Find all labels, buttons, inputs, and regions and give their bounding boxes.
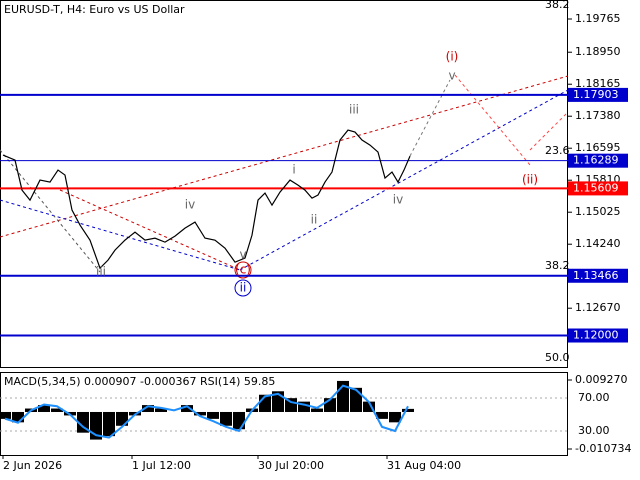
level-label-box [568, 181, 628, 196]
macd-bar [402, 408, 414, 412]
macd-bar [0, 411, 11, 419]
y-tick-label: 0.009270 [575, 373, 628, 386]
fib-label: 23.6 [545, 144, 570, 157]
macd-bar [77, 411, 89, 433]
wave-label: (c) [235, 263, 251, 277]
macd-bar [142, 405, 154, 412]
wave-label: ii [240, 281, 247, 295]
level-label: 1.17903 [573, 88, 619, 101]
x-tick-label: 2 Jun 2026 [3, 459, 62, 472]
macd-bar [389, 411, 401, 423]
trend-line [409, 79, 451, 157]
macd-bar [181, 405, 193, 412]
y-tick-label: 1.18165 [575, 77, 621, 90]
trend-line [59, 189, 241, 271]
y-tick-label: 1.14240 [575, 237, 621, 250]
wave-label: ii [311, 213, 318, 227]
macd-bar [51, 408, 63, 412]
main-frame [0, 0, 568, 368]
wave-label: v [448, 69, 455, 83]
macd-bar [350, 387, 362, 412]
level-label-box [568, 87, 628, 102]
fib-label: 50.0 [545, 351, 570, 364]
wave-circle [234, 261, 252, 279]
y-tick-label: -0.010734 [575, 442, 631, 455]
macd-bar [376, 411, 388, 419]
price-line [2, 129, 411, 270]
level-label: 1.13466 [573, 269, 619, 282]
macd-bar [103, 411, 115, 437]
x-tick-label: 1 Jul 12:00 [132, 459, 191, 472]
trend-line [454, 74, 531, 166]
x-tick-label: 31 Aug 04:00 [387, 459, 461, 472]
macd-bar [38, 405, 50, 412]
wave-label: (i) [446, 50, 459, 64]
wave-circle [234, 279, 252, 297]
level-label-box [568, 153, 628, 168]
trend-line [239, 89, 569, 271]
macd-bar [12, 411, 24, 423]
y-tick-label: 1.16595 [575, 141, 621, 154]
wave-label: iii [349, 103, 359, 117]
fib-label: 38.2 [545, 0, 570, 11]
macd-bar [116, 411, 128, 426]
y-tick-label: 1.12670 [575, 301, 621, 314]
macd-bar [207, 411, 219, 419]
chart-title: EURUSD-T, H4: Euro vs US Dollar [4, 3, 185, 16]
y-tick-label: 1.17380 [575, 109, 621, 122]
indicator-title: MACD(5,34,5) 0.000907 -0.000367 RSI(14) … [4, 375, 275, 388]
macd-bar [311, 408, 323, 412]
wave-label: (ii) [522, 173, 538, 187]
y-tick-label: 1.19765 [575, 12, 621, 25]
level-label-box [568, 268, 628, 283]
trend-lines [0, 74, 569, 273]
wave-label: i [292, 163, 295, 177]
macd-bar [363, 401, 375, 412]
wave-label: iv [393, 193, 403, 207]
wave-label: v [239, 248, 246, 262]
y2-tick-label: 30.00 [578, 424, 610, 437]
wave-label: iii [96, 265, 106, 279]
trend-line [0, 75, 569, 238]
macd-bar [155, 408, 167, 412]
level-label: 1.15609 [573, 181, 619, 194]
fib-label: 38.2 [545, 259, 570, 272]
macd-bar [194, 411, 206, 416]
macd-bar [220, 411, 232, 426]
y2-tick-label: 70.00 [578, 391, 610, 404]
macd-bar [233, 411, 245, 430]
macd-bar [298, 401, 310, 412]
x-tick-label: 30 Jul 20:00 [258, 459, 324, 472]
level-label: 1.12000 [573, 329, 619, 342]
level-label-box [568, 328, 628, 343]
y-tick-label: 1.15025 [575, 205, 621, 218]
y-tick-label: 1.18950 [575, 45, 621, 58]
wave-label: iv [185, 198, 195, 212]
trend-line [529, 111, 569, 151]
level-label: 1.16289 [573, 154, 619, 167]
trend-line [0, 149, 101, 273]
macd-bar [285, 398, 297, 412]
rsi-line [4, 384, 409, 439]
